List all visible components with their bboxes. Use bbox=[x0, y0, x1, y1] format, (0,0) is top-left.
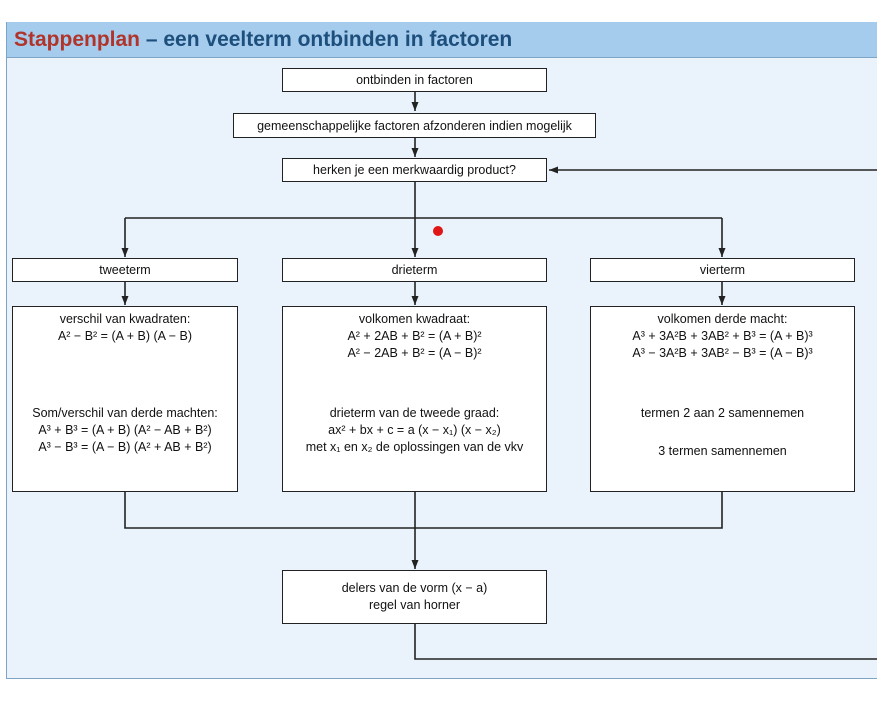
squares-formula: A² − B² = (A + B) (A − B) bbox=[57, 329, 193, 343]
panel-drieterm: volkomen kwadraat: A² + 2AB + B² = (A + … bbox=[282, 306, 547, 492]
panel-tweeterm: verschil van kwadraten: A² − B² = (A + B… bbox=[12, 306, 238, 492]
quadratic-title: drieterm van de tweede graad: bbox=[329, 406, 500, 420]
group-pairs: termen 2 aan 2 samennemen bbox=[640, 406, 805, 420]
final-line1: delers van de vorm (x − a) bbox=[341, 581, 488, 595]
step-start-label: ontbinden in factoren bbox=[356, 73, 473, 87]
cursor-marker bbox=[433, 226, 443, 236]
square-title: volkomen kwadraat: bbox=[358, 312, 471, 326]
step-question-label: herken je een merkwaardig product? bbox=[313, 163, 516, 177]
category-tweeterm-label: tweeterm bbox=[99, 263, 151, 277]
quadratic-note: met x₁ en x₂ de oplossingen van de vkv bbox=[305, 440, 524, 454]
cubes-formula-sum: A³ + B³ = (A + B) (A² − AB + B²) bbox=[38, 423, 212, 437]
square-formula-plus: A² + 2AB + B² = (A + B)² bbox=[347, 329, 482, 343]
step-start: ontbinden in factoren bbox=[282, 68, 547, 92]
title-text: – een veelterm ontbinden in factoren bbox=[140, 28, 513, 51]
panel-vierterm: volkomen derde macht: A³ + 3A²B + 3AB² +… bbox=[590, 306, 855, 492]
square-formula-minus: A² − 2AB + B² = (A − B)² bbox=[347, 346, 482, 360]
title-bar: Stappenplan – een veelterm ontbinden in … bbox=[7, 22, 877, 58]
quadratic-formula: ax² + bx + c = a (x − x₁) (x − x₂) bbox=[328, 423, 501, 437]
group-three: 3 termen samennemen bbox=[658, 444, 787, 458]
cube-formula-minus: A³ − 3A²B + 3AB² − B³ = (A − B)³ bbox=[632, 346, 813, 360]
category-vierterm-label: vierterm bbox=[699, 263, 746, 277]
cube-title: volkomen derde macht: bbox=[657, 312, 788, 326]
cube-formula-plus: A³ + 3A²B + 3AB² + B³ = (A + B)³ bbox=[632, 329, 813, 343]
category-drieterm: drieterm bbox=[282, 258, 547, 282]
squares-title: verschil van kwadraten: bbox=[59, 312, 191, 326]
step-common-factors-label: gemeenschappelijke factoren afzonderen i… bbox=[257, 118, 572, 133]
final-line2: regel van horner bbox=[368, 598, 461, 612]
category-vierterm: vierterm bbox=[590, 258, 855, 282]
cubes-formula-diff: A³ − B³ = (A − B) (A² + AB + B²) bbox=[38, 440, 212, 454]
cubes-title: Som/verschil van derde machten: bbox=[32, 406, 218, 420]
category-drieterm-label: drieterm bbox=[391, 263, 438, 277]
step-common-factors: gemeenschappelijke factoren afzonderen i… bbox=[233, 113, 596, 138]
loop-back-line bbox=[414, 623, 877, 660]
line-merge bbox=[124, 491, 723, 529]
title-highlight: Stappenplan bbox=[14, 28, 141, 51]
step-question: herken je een merkwaardig product? bbox=[282, 158, 547, 182]
final-step: delers van de vorm (x − a) regel van hor… bbox=[282, 570, 547, 624]
category-tweeterm: tweeterm bbox=[12, 258, 238, 282]
